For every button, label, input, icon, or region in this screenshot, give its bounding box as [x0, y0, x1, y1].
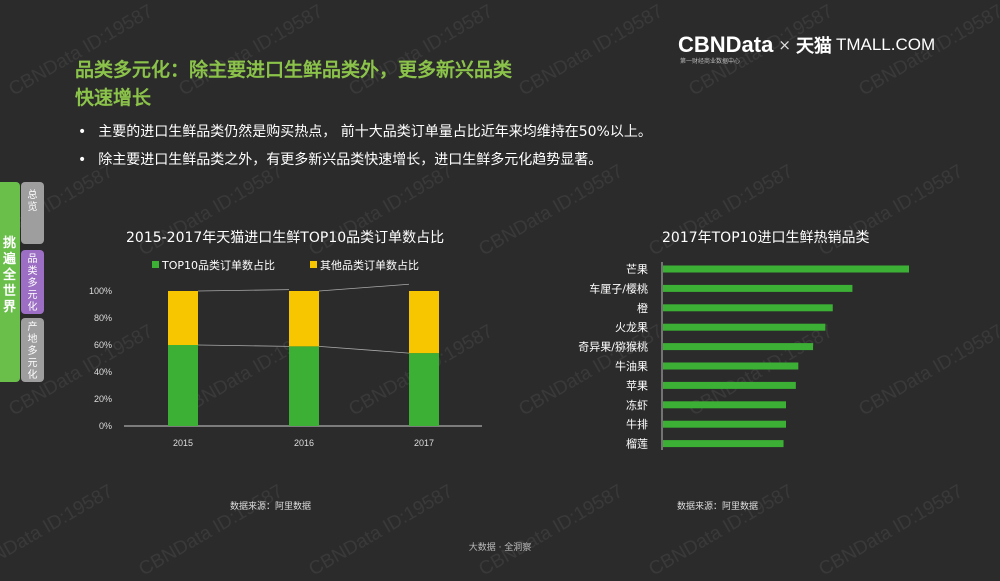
bullet-item: 主要的进口生鲜品类仍然是购买热点， 前十大品类订单量占比近年来均维持在50%以上… — [78, 118, 652, 146]
footer-slogan: 大数据 · 全洞察 — [468, 543, 532, 553]
hbar — [663, 440, 784, 448]
hbar — [663, 362, 799, 370]
hbar — [663, 420, 786, 428]
brand-subtitle: 第一财经商业数据中心 — [680, 58, 741, 65]
legend-label: TOP10品类订单数占比 — [161, 258, 275, 272]
sidebar-tab-category[interactable]: 品类多元化 — [21, 250, 44, 314]
x-tick-label: 2015 — [173, 438, 193, 448]
charts-svg: TOP10品类订单数占比 其他品类订单数占比 0% 20% 40% 60% 80% 100% 2… — [89, 258, 909, 451]
y-tick-label: 80% — [94, 313, 112, 323]
category-label: 芒果 — [626, 263, 648, 276]
page-title-line-2: 快速增长 — [75, 87, 152, 109]
sidebar-section-label: 挑遍全世界 — [3, 236, 17, 315]
bullet-list: 主要的进口生鲜品类仍然是购买热点， 前十大品类订单量占比近年来均维持在50%以上… — [78, 118, 652, 174]
page-title: 品类多元化：除主要进口生鲜品类外，更多新兴品类 快速增长 — [75, 56, 512, 112]
hbar — [663, 304, 833, 312]
left-chart-title: 2015-2017年天猫进口生鲜TOP10品类订单数占比 — [126, 230, 445, 246]
hbar — [663, 284, 853, 292]
bar-segment — [409, 291, 439, 354]
sidebar-section-tab[interactable]: 挑遍全世界 — [0, 182, 20, 382]
series-connector-line — [197, 344, 290, 347]
legend-swatch — [310, 261, 317, 268]
tmall-logo-text: TMALL.COM — [835, 35, 936, 54]
sidebar-tab-label: 总览 — [27, 190, 38, 213]
y-tick-label: 0% — [99, 421, 112, 431]
hbar — [663, 381, 796, 389]
bullet-item: 除主要进口生鲜品类之外，有更多新兴品类快速增长，进口生鲜多元化趋势显著。 — [78, 146, 652, 174]
left-chart-source: 数据来源：阿里数据 — [230, 502, 312, 512]
category-label: 冻虾 — [626, 398, 648, 412]
right-chart-title: 2017年TOP10进口生鲜热销品类 — [662, 230, 870, 246]
right-chart-source: 数据来源：阿里数据 — [677, 502, 759, 512]
hbar — [663, 265, 909, 273]
hbar — [663, 323, 826, 331]
series-connector-line — [318, 283, 410, 292]
category-label: 车厘子/樱桃 — [589, 281, 648, 295]
legend-swatch — [152, 261, 159, 268]
x-tick-label: 2016 — [294, 438, 314, 448]
category-label: 牛排 — [626, 417, 648, 431]
category-label: 苹果 — [626, 378, 648, 392]
bar-segment — [289, 291, 319, 347]
bar-segment — [168, 345, 198, 426]
brand-times: × — [778, 36, 791, 54]
hbar — [663, 401, 786, 409]
category-label: 牛油果 — [615, 359, 648, 373]
series-connector-line — [318, 345, 410, 354]
category-label: 奇异果/猕猴桃 — [578, 340, 648, 354]
legend-label: 其他品类订单数占比 — [320, 258, 419, 272]
page-title-line-1: 品类多元化：除主要进口生鲜品类外，更多新兴品类 — [75, 59, 513, 81]
cbndata-logo-text: CBNData — [678, 32, 774, 57]
brand-logo: CBNData × 天猫 TMALL.COM — [678, 32, 935, 58]
bar-segment — [289, 346, 319, 426]
y-tick-label: 40% — [94, 367, 112, 377]
bar-segment — [409, 353, 439, 426]
category-label: 榴莲 — [626, 437, 648, 451]
category-label: 火龙果 — [615, 321, 648, 334]
sidebar-tab-overview[interactable]: 总览 — [21, 182, 44, 244]
y-tick-label: 100% — [89, 286, 112, 296]
category-label: 橙 — [637, 301, 648, 315]
y-tick-label: 60% — [94, 340, 112, 350]
series-connector-line — [197, 289, 290, 292]
sidebar-tab-label: 产地多元化 — [27, 322, 38, 381]
sidebar-tab-label: 品类多元化 — [27, 254, 38, 313]
bar-segment — [168, 291, 198, 345]
hbar — [663, 343, 814, 351]
x-tick-label: 2017 — [414, 438, 434, 448]
sidebar-tab-origin[interactable]: 产地多元化 — [21, 318, 44, 382]
tianmao-logo-text: 天猫 — [795, 36, 832, 57]
y-tick-label: 20% — [94, 394, 112, 404]
